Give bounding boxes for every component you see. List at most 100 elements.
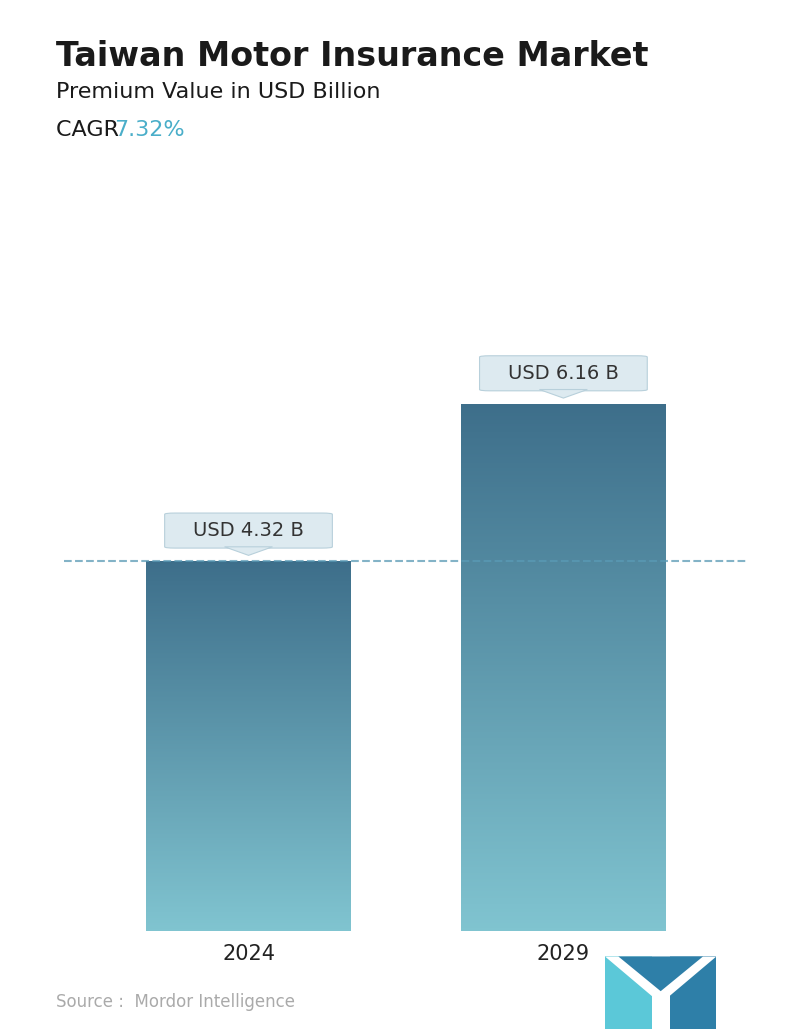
Bar: [146, 903, 351, 904]
Bar: [461, 927, 666, 930]
Bar: [461, 520, 666, 521]
Bar: [146, 604, 351, 605]
Bar: [146, 802, 351, 803]
Bar: [146, 877, 351, 878]
Bar: [461, 464, 666, 466]
Bar: [146, 656, 351, 657]
Bar: [461, 791, 666, 792]
Bar: [461, 878, 666, 879]
Bar: [146, 846, 351, 847]
Bar: [461, 889, 666, 891]
Bar: [461, 584, 666, 585]
Bar: [461, 738, 666, 739]
Bar: [146, 599, 351, 600]
Bar: [146, 820, 351, 821]
Bar: [146, 626, 351, 627]
Bar: [461, 420, 666, 421]
Bar: [146, 915, 351, 916]
Bar: [146, 809, 351, 810]
Bar: [461, 646, 666, 647]
Bar: [461, 858, 666, 859]
Bar: [146, 799, 351, 800]
Bar: [146, 921, 351, 922]
Bar: [146, 680, 351, 681]
Bar: [146, 924, 351, 926]
Bar: [146, 679, 351, 680]
Bar: [461, 800, 666, 801]
Bar: [461, 431, 666, 433]
Bar: [146, 834, 351, 835]
Bar: [146, 574, 351, 575]
Bar: [461, 700, 666, 701]
Bar: [146, 924, 351, 925]
Bar: [461, 787, 666, 789]
Bar: [461, 501, 666, 503]
Bar: [461, 581, 666, 583]
Bar: [461, 770, 666, 771]
Bar: [146, 575, 351, 576]
Bar: [461, 436, 666, 438]
Bar: [461, 473, 666, 474]
Bar: [461, 527, 666, 529]
Bar: [146, 727, 351, 728]
Bar: [461, 875, 666, 877]
Bar: [461, 624, 666, 626]
Bar: [146, 566, 351, 567]
Bar: [146, 590, 351, 591]
Bar: [146, 713, 351, 714]
Bar: [461, 621, 666, 622]
Bar: [146, 718, 351, 719]
Bar: [461, 551, 666, 553]
Bar: [461, 766, 666, 767]
Bar: [146, 737, 351, 738]
Bar: [146, 875, 351, 876]
Bar: [146, 814, 351, 815]
Bar: [461, 865, 666, 868]
Bar: [146, 682, 351, 683]
Bar: [146, 658, 351, 659]
Bar: [146, 837, 351, 838]
Bar: [461, 840, 666, 841]
Bar: [461, 901, 666, 902]
Bar: [461, 631, 666, 632]
Bar: [461, 815, 666, 816]
Bar: [461, 844, 666, 845]
Bar: [461, 843, 666, 844]
Bar: [461, 477, 666, 478]
Bar: [461, 422, 666, 424]
Bar: [461, 440, 666, 443]
Bar: [461, 872, 666, 873]
Bar: [461, 588, 666, 589]
Bar: [461, 801, 666, 803]
Bar: [461, 405, 666, 406]
Bar: [146, 881, 351, 882]
Bar: [146, 842, 351, 843]
Bar: [146, 727, 351, 728]
Bar: [461, 855, 666, 857]
Bar: [461, 725, 666, 727]
Bar: [146, 706, 351, 707]
Bar: [146, 807, 351, 808]
Bar: [461, 475, 666, 477]
Bar: [461, 409, 666, 410]
Bar: [461, 776, 666, 777]
Bar: [146, 742, 351, 743]
Bar: [461, 739, 666, 741]
Bar: [461, 671, 666, 672]
Bar: [461, 484, 666, 486]
Bar: [146, 893, 351, 894]
Bar: [146, 730, 351, 731]
Bar: [461, 814, 666, 815]
Bar: [146, 696, 351, 697]
Bar: [146, 662, 351, 663]
Bar: [146, 644, 351, 645]
Bar: [461, 870, 666, 872]
Bar: [461, 913, 666, 915]
Bar: [461, 614, 666, 616]
Bar: [146, 894, 351, 895]
Bar: [461, 425, 666, 426]
Bar: [146, 780, 351, 781]
Bar: [146, 890, 351, 891]
Bar: [146, 879, 351, 880]
Bar: [146, 787, 351, 788]
